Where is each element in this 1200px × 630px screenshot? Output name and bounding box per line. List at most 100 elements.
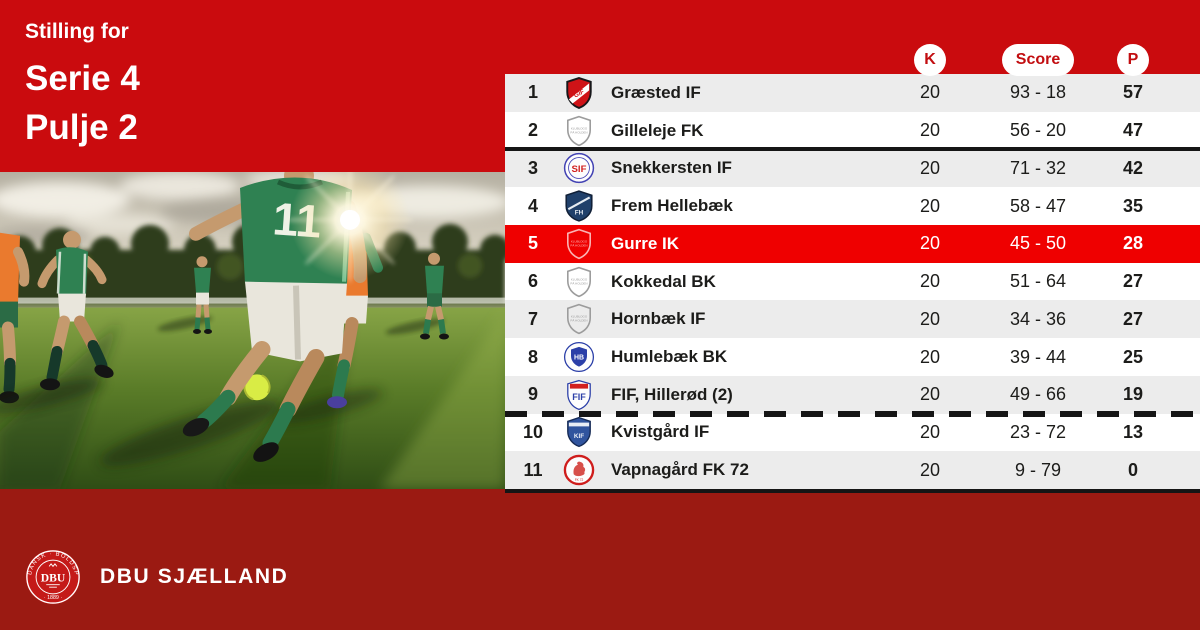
score: 58 - 47	[1009, 195, 1067, 216]
svg-text:GIF: GIF	[573, 88, 587, 100]
club-name: Gilleleje FK	[611, 120, 704, 140]
score: 71 - 32	[1009, 157, 1067, 178]
svg-text:FK 72: FK 72	[575, 478, 584, 482]
rank: 11	[523, 459, 543, 480]
svg-text:KLUBLOGO: KLUBLOGO	[571, 315, 588, 319]
points: 27	[1122, 271, 1144, 292]
points: 27	[1122, 308, 1144, 329]
games-played: 20	[919, 157, 941, 178]
player-left-runner	[0, 230, 114, 414]
games-played: 20	[919, 384, 941, 405]
score: 34 - 36	[1009, 308, 1067, 329]
svg-text:KIF: KIF	[574, 433, 584, 440]
club-name: Kokkedal BK	[611, 271, 716, 291]
club-name: Gurre IK	[611, 233, 680, 253]
football-ball	[243, 374, 271, 401]
rank: 4	[527, 195, 538, 216]
rank: 3	[527, 157, 538, 178]
club-logo-placeholder: KLUBLOGO PÅ HOLDEN	[561, 115, 597, 147]
club-logo-frem-hellebaek: FH	[561, 190, 597, 222]
score: 49 - 66	[1009, 384, 1067, 405]
football-photo: 11	[0, 172, 505, 489]
svg-text:KLUBLOGO: KLUBLOGO	[571, 126, 588, 130]
games-played: 20	[919, 308, 941, 329]
svg-text:PÅ HOLDEN: PÅ HOLDEN	[570, 129, 587, 134]
score: 39 - 44	[1009, 346, 1067, 367]
points: 35	[1122, 195, 1144, 216]
title-series: Serie 4	[25, 59, 140, 98]
club-logo-placeholder: KLUBLOGO PÅ HOLDEN	[561, 303, 597, 335]
club-name: Kvistgård IF	[611, 422, 710, 442]
points: 42	[1122, 157, 1144, 178]
table-row-9: 9 FIF FIF, Hillerød (2) 20 49 - 66 19	[505, 375, 1200, 414]
svg-text:PÅ HOLDEN: PÅ HOLDEN	[570, 318, 587, 323]
club-logo-placeholder: KLUBLOGO PÅ HOLDEN	[561, 266, 597, 298]
column-header-p: P	[1117, 44, 1149, 76]
points: 47	[1122, 120, 1144, 141]
club-logo-vapnagaard: FK 72	[561, 454, 597, 486]
svg-text:HB: HB	[574, 355, 584, 362]
table-row-1: 1 GIF Græsted IF 20 93 - 18 57	[505, 74, 1200, 112]
table-row-3: 3 SIF Snekkersten IF 20 71 - 32 42	[505, 149, 1200, 188]
promotion-divider-line	[505, 147, 1200, 152]
rank: 8	[527, 346, 538, 367]
score: 51 - 64	[1009, 271, 1067, 292]
club-name: Humlebæk BK	[611, 347, 728, 366]
table-row-7: 7 KLUBLOGO PÅ HOLDEN Hornbæk IF 20 34 - 3…	[505, 300, 1200, 339]
seal-center-text: DBU	[41, 571, 66, 584]
svg-text:PÅ HOLDEN: PÅ HOLDEN	[570, 280, 587, 285]
club-name: Græsted IF	[611, 82, 701, 102]
points: 28	[1122, 233, 1144, 254]
points: 57	[1122, 82, 1144, 103]
score: 45 - 50	[1009, 233, 1067, 254]
svg-text:PÅ HOLDEN: PÅ HOLDEN	[570, 242, 587, 247]
title-kicker: Stilling for	[25, 20, 129, 43]
score: 56 - 20	[1009, 120, 1067, 141]
svg-text:KLUBLOGO: KLUBLOGO	[571, 277, 588, 281]
table-row-4: 4 FH Frem Hellebæk 20 58 - 47 35	[505, 187, 1200, 225]
games-played: 20	[919, 346, 941, 367]
games-played: 20	[919, 421, 941, 442]
games-played: 20	[919, 459, 941, 480]
points: 25	[1122, 346, 1144, 367]
player-right	[385, 252, 449, 340]
rank: 9	[527, 384, 538, 405]
score: 9 - 79	[1014, 459, 1062, 480]
table-row-10: 10 KIF Kvistgård IF 20 23 - 72 13	[505, 413, 1200, 452]
rank: 6	[527, 271, 538, 292]
player-edge-orange	[0, 232, 30, 404]
rank: 2	[527, 120, 538, 141]
rank: 10	[522, 421, 544, 442]
club-name: Vapnagård FK 72	[611, 460, 749, 480]
table-header: K Score P	[505, 44, 1200, 76]
club-name: Hornbæk IF	[611, 309, 706, 329]
games-played: 20	[919, 120, 941, 141]
games-played: 20	[919, 271, 941, 292]
table-row-8: 8 HB Humlebæk BK 20 39 - 44 25	[505, 338, 1200, 376]
footer-brand: DANSK · BOLDSPIL · UNION DBU · 1889 · DB…	[24, 548, 288, 606]
club-logo-fif-hilleroed: FIF	[561, 379, 597, 411]
column-header-k: K	[914, 44, 946, 76]
football-photo-illustration: 11	[0, 172, 505, 489]
bottom-band	[0, 489, 1200, 630]
table-row-2: 2 KLUBLOGO PÅ HOLDEN Gilleleje FK 20 56 -…	[505, 111, 1200, 150]
relegation-dashed-line	[505, 410, 1200, 417]
score: 23 - 72	[1009, 421, 1067, 442]
svg-text:KLUBLOGO: KLUBLOGO	[571, 239, 588, 243]
column-header-score: Score	[1001, 44, 1075, 76]
sun-flare	[288, 172, 412, 282]
svg-text:FIF: FIF	[572, 392, 586, 402]
club-logo-kvistgaard: KIF	[561, 416, 597, 448]
club-logo-graested: GIF	[561, 76, 597, 109]
table-row-5-highlighted: 5 KLUBLOGO PÅ HOLDEN Gurre IK 20 45 - 50 …	[505, 224, 1200, 263]
games-played: 20	[919, 82, 941, 103]
svg-text:SIF: SIF	[572, 164, 587, 175]
club-name: FIF, Hillerød (2)	[611, 384, 733, 404]
club-name: Frem Hellebæk	[611, 196, 733, 216]
club-logo-humlebaek: HB	[561, 341, 597, 373]
dbu-seal-icon: DANSK · BOLDSPIL · UNION DBU · 1889 ·	[24, 548, 81, 605]
table-row-11: 11 FK 72 Vapnagård FK 72 20 9 - 79 0	[505, 451, 1200, 490]
rank: 1	[527, 82, 538, 103]
games-played: 20	[919, 233, 941, 254]
